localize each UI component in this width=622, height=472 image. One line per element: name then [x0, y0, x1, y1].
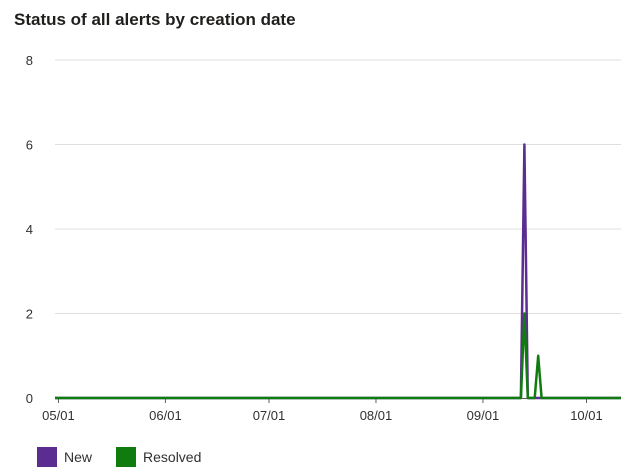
- legend-item-new[interactable]: New: [37, 447, 92, 467]
- chart-title: Status of all alerts by creation date: [14, 10, 296, 29]
- x-tick-label: 10/01: [570, 408, 603, 423]
- gridlines: [55, 59, 621, 314]
- chart-legend: New Resolved: [37, 447, 225, 467]
- legend-swatch: [116, 447, 137, 467]
- x-tick-label: 05/01: [42, 408, 75, 423]
- x-axis: 05/01 06/01 07/01 08/01 09/01 10/01: [42, 398, 621, 423]
- y-tick-label: 4: [26, 222, 33, 237]
- y-tick-label: 6: [26, 138, 33, 153]
- series-line-resolved[interactable]: [55, 312, 621, 400]
- x-tick-label: 09/01: [467, 408, 500, 423]
- y-tick-label: 0: [26, 391, 33, 406]
- series-lines: [55, 143, 621, 400]
- series-line-new[interactable]: [55, 143, 621, 400]
- legend-item-resolved[interactable]: Resolved: [116, 447, 201, 467]
- x-tick-label: 07/01: [253, 408, 286, 423]
- x-tick-label: 08/01: [360, 408, 393, 423]
- legend-label: New: [64, 449, 93, 465]
- y-tick-label: 8: [26, 53, 33, 68]
- x-tick-label: 06/01: [149, 408, 182, 423]
- line-chart: 0 2 4 6 8 05/01 06/01 07/01 08/01 09/01 10/01: [26, 53, 621, 423]
- y-tick-label: 2: [26, 307, 33, 322]
- y-axis: 0 2 4 6 8: [26, 53, 33, 406]
- legend-swatch: [37, 447, 57, 467]
- legend-label: Resolved: [143, 449, 202, 465]
